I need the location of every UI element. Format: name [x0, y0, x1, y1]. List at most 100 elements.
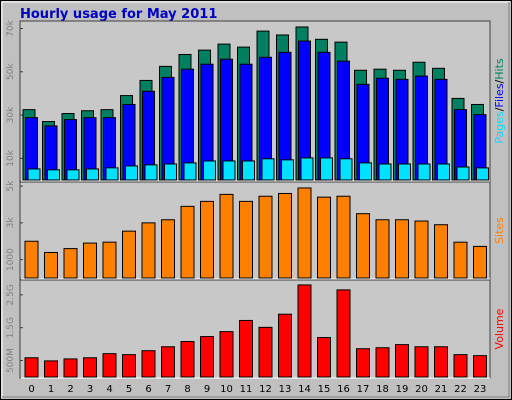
bar [417, 163, 431, 181]
bar [320, 157, 333, 181]
bar [24, 240, 39, 279]
bar [63, 358, 78, 378]
bar [297, 187, 312, 279]
x-tick-label: 16 [337, 384, 350, 395]
legend: Pages/Files/Hits [493, 58, 506, 144]
bar [161, 346, 175, 378]
x-tick-label: 9 [204, 384, 210, 395]
legend-entry: Hits [493, 58, 506, 80]
x-tick-label: 21 [435, 384, 448, 395]
bar [414, 346, 429, 378]
bar [180, 205, 195, 279]
bar [200, 336, 214, 378]
y-tick-label: 2.5G [6, 284, 16, 305]
bar [122, 354, 136, 378]
bar [378, 163, 392, 181]
bar [222, 160, 236, 181]
bar [27, 168, 41, 181]
bar [437, 163, 450, 181]
bar [317, 337, 331, 378]
bar [336, 195, 351, 279]
bar [200, 200, 214, 279]
bar [278, 313, 292, 378]
bar [476, 167, 489, 181]
legend: Volume [493, 308, 506, 349]
y-tick-label: 70k [6, 19, 16, 36]
bar [239, 319, 253, 378]
x-tick-label: 14 [298, 384, 311, 395]
x-tick-label: 7 [165, 384, 171, 395]
x-tick-label: 3 [87, 384, 93, 395]
x-tick-label: 5 [126, 384, 132, 395]
bar [44, 251, 58, 279]
bar [375, 347, 390, 378]
bar [180, 340, 195, 378]
bar [375, 219, 390, 279]
legend-separator: / [493, 79, 506, 83]
bar [456, 166, 470, 181]
bar [44, 360, 58, 378]
bar [86, 168, 99, 181]
bar [261, 158, 275, 181]
legend-entry: Files [493, 83, 506, 107]
bar [398, 163, 411, 181]
bar [395, 344, 409, 378]
bar [83, 242, 97, 279]
y-tick-label: 50k [6, 63, 16, 80]
x-tick-label: 10 [220, 384, 233, 395]
bar [297, 284, 312, 378]
bar [239, 200, 253, 279]
bar [183, 162, 197, 181]
legend-entry: Sites [493, 217, 506, 244]
y-tick-label: 30k [6, 106, 16, 123]
x-tick-label: 1 [48, 384, 54, 395]
panel [19, 181, 491, 280]
bar [356, 213, 370, 279]
bar [83, 357, 97, 378]
y-tick-label: 5k [6, 180, 16, 192]
bar [203, 160, 216, 181]
bar [356, 348, 370, 378]
bar [300, 157, 314, 181]
bar [102, 353, 117, 378]
bar [66, 169, 80, 181]
x-tick-label: 8 [184, 384, 190, 395]
bar [339, 158, 353, 181]
bar [281, 159, 294, 181]
x-tick-label: 20 [415, 384, 428, 395]
x-tick-label: 23 [474, 384, 487, 395]
legend: Sites [493, 217, 506, 244]
y-tick-label: 3k [6, 217, 16, 229]
x-tick-label: 22 [454, 384, 467, 395]
bar [473, 355, 487, 378]
y-tick-label: 1000 [6, 248, 16, 271]
chart-title: Hourly usage for May 2011 [20, 7, 217, 22]
panel [19, 279, 491, 379]
y-tick-label: 10k [6, 149, 16, 166]
x-tick-label: 11 [240, 384, 253, 395]
bar [336, 289, 351, 378]
bar [453, 241, 468, 279]
bar [47, 169, 60, 181]
legend-separator: / [493, 107, 506, 111]
legend-entry: Pages [493, 111, 506, 144]
bar [63, 248, 78, 279]
bar [24, 357, 39, 378]
bar [258, 195, 273, 279]
bar [434, 224, 448, 279]
bar [141, 350, 156, 378]
bar [434, 346, 448, 378]
bar [453, 354, 468, 378]
bar [473, 245, 487, 279]
x-tick-label: 15 [318, 384, 331, 395]
bar [317, 196, 331, 279]
legend-entry: Volume [493, 308, 506, 349]
bar [144, 164, 158, 181]
x-tick-label: 19 [396, 384, 409, 395]
bar [219, 331, 234, 378]
bar [125, 165, 138, 181]
x-tick-label: 18 [376, 384, 389, 395]
x-tick-label: 13 [279, 384, 292, 395]
y-tick-label: 500M [6, 348, 16, 373]
